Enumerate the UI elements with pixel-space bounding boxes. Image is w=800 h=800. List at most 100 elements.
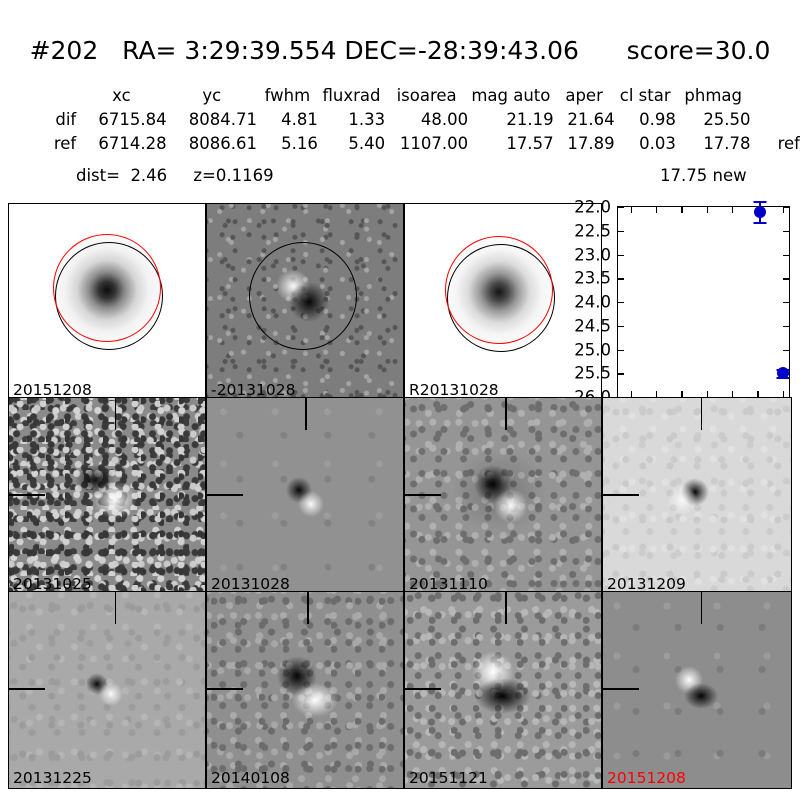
residual-negative-lobe — [683, 682, 718, 709]
crosshair-horizontal — [405, 494, 441, 496]
panel-label: 20131025 — [13, 575, 92, 593]
stamp-image-epoch — [405, 592, 601, 788]
col-head-isoarea: isoarea — [396, 86, 457, 105]
x-tick-top — [782, 207, 784, 213]
panel-label: 20131028 — [211, 575, 290, 593]
panel-label: -20131028 — [211, 381, 296, 399]
panel-epoch-20151121[interactable]: 20151121 — [404, 591, 602, 789]
cell-dif-yc: 8084.71 — [188, 110, 257, 129]
measurements-grid: xc yc fwhm fluxrad isoarea mag auto aper… — [0, 84, 800, 156]
stamp-image-epoch — [9, 398, 205, 594]
light-curve-panel: 22.0 22.5 23.0 23.5 24.0 24.5 25.0 25.5 — [574, 198, 792, 420]
x-tick — [706, 391, 708, 397]
x-tick — [681, 391, 683, 397]
aperture-circle-red — [53, 234, 161, 343]
header-footer-line: dist= 2.46 z=0.1169 17.75 new — [0, 163, 800, 189]
crosshair-vertical — [504, 398, 507, 430]
col-head-fwhm: fwhm — [264, 86, 311, 105]
crosshair-vertical — [700, 398, 703, 430]
panel-label: 20151208 — [607, 769, 686, 787]
panel-epoch-20131225[interactable]: 20131225 — [8, 591, 206, 789]
residual-negative-lobe — [475, 677, 531, 714]
data-point[interactable] — [776, 367, 789, 380]
y-tick-label: 22.0 — [574, 197, 611, 217]
x-tick — [732, 391, 734, 397]
panel-reference-R20131028[interactable]: R20131028 — [404, 203, 602, 401]
y-tick-right — [783, 207, 789, 209]
cell-ref-aper: 17.89 — [567, 134, 615, 153]
aperture-circle-black — [249, 242, 358, 351]
crosshair-vertical — [305, 398, 307, 430]
cell-dif-fluxrad: 1.33 — [348, 110, 386, 129]
y-tick — [618, 373, 624, 375]
x-tick — [757, 391, 759, 397]
col-head-phmag: phmag — [684, 86, 742, 105]
y-tick-label: 22.5 — [574, 221, 611, 241]
residual-positive-lobe — [491, 488, 530, 523]
y-tick — [618, 230, 624, 233]
cell-dif-xc: 6715.84 — [98, 110, 167, 129]
stamp-image-epoch — [603, 398, 791, 594]
panel-epoch-20140108[interactable]: 20140108 — [206, 591, 404, 789]
y-tick-label: 23.5 — [574, 268, 611, 288]
y-tick-right — [783, 349, 789, 351]
cell-dif-phmag: 25.50 — [703, 110, 751, 129]
y-tick-label: 24.5 — [574, 316, 611, 336]
stamp-image-epoch — [603, 592, 791, 788]
stamp-image-epoch — [9, 592, 205, 788]
cell-dif-fwhm: 4.81 — [281, 110, 318, 129]
panel-epoch-20131209[interactable]: 20131209 — [602, 397, 792, 595]
measurements-table: xc yc fwhm fluxrad isoarea mag auto aper… — [0, 84, 800, 156]
residual-positive-lobe — [97, 681, 124, 706]
crosshair-horizontal — [207, 494, 243, 496]
y-tick-label: 25.5 — [574, 363, 611, 383]
panel-difference-20131028[interactable]: -20131028 — [206, 203, 404, 401]
panel-epoch-20151208-current[interactable]: 20151208 — [602, 591, 792, 789]
cell-ref-cl-star: 0.03 — [639, 134, 676, 153]
col-head-xc: xc — [112, 86, 131, 105]
panel-new-20151208[interactable]: 20151208 — [8, 203, 206, 401]
x-tick-top — [706, 207, 708, 213]
cell-ref-xc: 6714.28 — [98, 134, 167, 153]
table-row: ref 6714.28 8086.61 5.16 5.40 1107.00 17… — [0, 132, 800, 156]
residual-positive-lobe — [291, 682, 338, 717]
x-tick — [655, 391, 658, 397]
cell-ref-fwhm: 5.16 — [281, 134, 318, 153]
panel-label: 20151121 — [409, 769, 488, 787]
col-head-blank — [0, 84, 76, 108]
y-tick-right — [783, 254, 789, 256]
cutout-grid: 20151208 -20131028 R20131028 22.0 22.5 — [8, 198, 792, 792]
residual-positive-lobe — [92, 480, 137, 519]
crosshair-vertical — [306, 592, 309, 624]
cell-dif-tag — [751, 108, 800, 132]
cell-dif-cl-star: 0.98 — [639, 110, 676, 129]
residual-positive-lobe — [664, 484, 699, 515]
light-curve-axes[interactable]: 22.0 22.5 23.0 23.5 24.0 24.5 25.0 25.5 — [574, 198, 790, 420]
page-title: #202 RA= 3:29:39.554 DEC=-28:39:43.06 sc… — [29, 36, 771, 65]
panel-epoch-20131028[interactable]: 20131028 — [206, 397, 404, 595]
panel-epoch-20131110[interactable]: 20131110 — [404, 397, 602, 595]
cell-ref-tag: ref — [777, 134, 800, 153]
panel-label: 20131209 — [607, 575, 686, 593]
y-tick — [618, 278, 624, 280]
aperture-circle-red — [445, 236, 554, 345]
crosshair-horizontal — [9, 494, 45, 496]
data-point[interactable] — [753, 205, 766, 218]
cell-ref-phmag: 17.78 — [703, 134, 751, 153]
y-tick-right — [783, 302, 789, 304]
panel-label: 20131110 — [409, 575, 488, 593]
row-label-dif: dif — [55, 110, 77, 129]
panel-epoch-20131025[interactable]: 20131025 — [8, 397, 206, 595]
x-tick — [782, 391, 784, 397]
crosshair-horizontal — [207, 688, 243, 690]
panel-label: R20131028 — [409, 381, 499, 399]
x-tick-top — [732, 207, 734, 213]
dist-redshift-text: dist= 2.46 z=0.1169 — [76, 166, 274, 185]
residual-positive-lobe — [297, 490, 324, 517]
error-bar-cap-top — [753, 201, 767, 204]
stamp-image-epoch — [405, 398, 601, 594]
table-header-row: xc yc fwhm fluxrad isoarea mag auto aper… — [0, 84, 800, 108]
y-tick — [618, 349, 624, 351]
y-tick — [618, 254, 624, 256]
y-tick-right — [783, 325, 789, 328]
